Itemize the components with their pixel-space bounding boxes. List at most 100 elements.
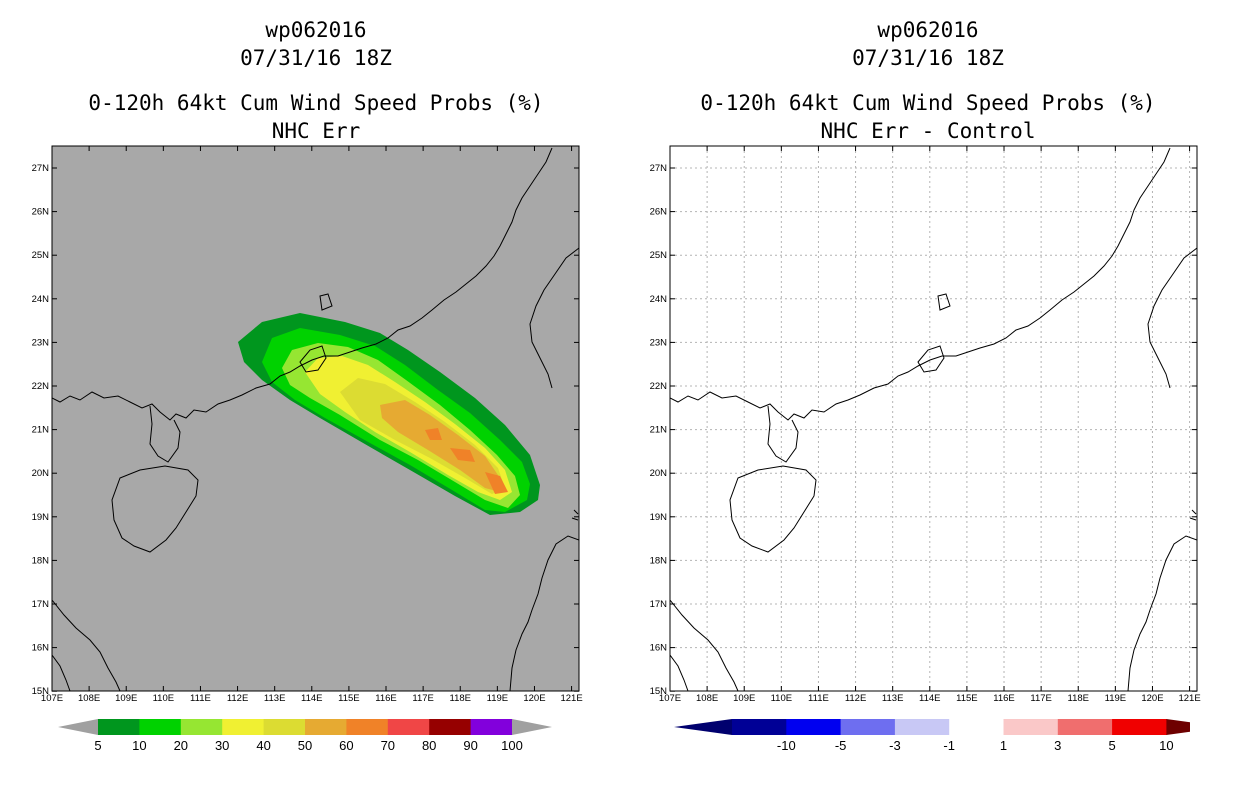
left-lat-label: 22N (32, 381, 50, 392)
right-lon-label: 120E (1141, 693, 1163, 704)
right-lat-label: 23N (650, 337, 668, 348)
right-lon-label: 113E (882, 693, 903, 704)
right-axis-ticks: 107E 108E 109E 110E 111E 112E 113E 114E 115E 116E… (650, 146, 1201, 704)
left-lon-label: 107E (41, 693, 63, 704)
left-lon-label: 115E (338, 693, 359, 704)
right-lon-label: 112E (845, 693, 866, 704)
colorbar-label: 30 (215, 738, 229, 753)
right-map-panel: 107E 108E 109E 110E 111E 112E 113E 114E 115E 116E… (650, 145, 1201, 704)
right-lon-label: 116E (993, 693, 1014, 704)
colorbar-swatch (429, 719, 472, 735)
left-lon-label: 120E (523, 693, 545, 704)
colorbar-label: 3 (1054, 738, 1061, 753)
right-lat-label: 15N (650, 686, 668, 697)
left-lon-label: 112E (227, 693, 248, 704)
colorbar-label: 100 (501, 738, 523, 753)
left-lat-label: 24N (32, 294, 50, 305)
right-title-product: 0-120h 64kt Cum Wind Speed Probs (%) (700, 91, 1156, 115)
colorbar-label: -1 (943, 738, 955, 753)
colorbar-right-arrow (1166, 719, 1190, 735)
right-lat-label: 17N (650, 599, 668, 610)
colorbar-swatch (180, 719, 223, 735)
left-lat-label: 20N (32, 468, 50, 479)
colorbar-swatch (98, 719, 140, 735)
colorbar-swatch (1003, 719, 1059, 735)
left-map-background (52, 146, 579, 691)
colorbar-swatch (139, 719, 182, 735)
colorbar-label: 5 (94, 738, 101, 753)
colorbar-swatch (1112, 719, 1167, 735)
colorbar-label: 40 (256, 738, 270, 753)
colorbar-swatch (470, 719, 513, 735)
left-lat-label: 25N (32, 250, 50, 261)
left-lon-label: 113E (264, 693, 285, 704)
prob-contour-50 (380, 400, 500, 492)
colorbar-label: 20 (174, 738, 188, 753)
left-map-panel: 107E 108E 109E 110E 111E 112E 113E 114E 115E 116E… (32, 145, 583, 704)
colorbar-swatch (1057, 719, 1113, 735)
left-lat-label: 26N (32, 207, 50, 218)
prob-contour-60 (425, 428, 508, 494)
right-lon-label: 110E (771, 693, 792, 704)
left-lon-label: 110E (153, 693, 174, 704)
left-lon-label: 108E (78, 693, 100, 704)
colorbar-label: 5 (1108, 738, 1115, 753)
right-map-background (670, 146, 1197, 691)
right-lon-label: 115E (956, 693, 977, 704)
right-lon-label: 109E (733, 693, 755, 704)
colorbar-label: 80 (422, 738, 436, 753)
left-lat-label: 27N (32, 163, 50, 174)
right-title-subtitle: NHC Err - Control (820, 119, 1036, 143)
colorbar-left-arrow (674, 719, 732, 735)
right-lon-label: 119E (1105, 693, 1126, 704)
right-lat-label: 27N (650, 163, 668, 174)
left-lat-label: 15N (32, 686, 50, 697)
left-title-product: 0-120h 64kt Cum Wind Speed Probs (%) (88, 91, 544, 115)
colorbar-swatch (387, 719, 430, 735)
left-lat-label: 19N (32, 512, 50, 523)
left-lat-label: 18N (32, 555, 50, 566)
right-lon-label: 121E (1178, 693, 1200, 704)
right-lon-label: 107E (659, 693, 681, 704)
left-lon-label: 116E (375, 693, 396, 704)
right-lon-label: 118E (1067, 693, 1088, 704)
right-title-storm: wp062016 (877, 18, 979, 42)
colorbar-label: 1 (1000, 738, 1007, 753)
right-lat-label: 21N (650, 425, 668, 436)
right-title-date: 07/31/16 18Z (852, 46, 1004, 70)
colorbar-label: 50 (298, 738, 312, 753)
right-lon-label: 108E (696, 693, 718, 704)
left-lon-label: 118E (449, 693, 470, 704)
colorbar-swatch (786, 719, 842, 735)
colorbar-left-arrow (58, 719, 98, 735)
left-lat-label: 21N (32, 425, 50, 436)
left-title-storm: wp062016 (265, 18, 367, 42)
left-title-date: 07/31/16 18Z (240, 46, 392, 70)
right-coastlines (670, 147, 1197, 691)
colorbar-label: 10 (1159, 738, 1173, 753)
left-lat-label: 23N (32, 337, 50, 348)
right-gridlines (670, 146, 1197, 691)
right-lat-label: 26N (650, 207, 668, 218)
colorbar-swatch (263, 719, 306, 735)
colorbar-swatch (346, 719, 389, 735)
right-lat-label: 20N (650, 468, 668, 479)
colorbar-label: -3 (889, 738, 901, 753)
colorbar-label: 10 (132, 738, 146, 753)
colorbar-label: -5 (835, 738, 847, 753)
right-lon-label: 111E (808, 693, 829, 704)
colorbar-label: 90 (463, 738, 477, 753)
left-lon-label: 109E (115, 693, 137, 704)
colorbar-right-arrow (512, 719, 552, 735)
colorbar-swatch (840, 719, 896, 735)
right-lat-label: 16N (650, 643, 668, 654)
colorbar-swatch (732, 719, 787, 735)
left-lon-label: 121E (560, 693, 582, 704)
right-map-frame (669, 145, 1198, 692)
right-lat-label: 22N (650, 381, 668, 392)
left-coastlines (52, 147, 579, 691)
left-lat-label: 17N (32, 599, 50, 610)
left-title-subtitle: NHC Err (271, 119, 361, 143)
left-lon-label: 117E (412, 693, 433, 704)
right-lat-label: 24N (650, 294, 668, 305)
